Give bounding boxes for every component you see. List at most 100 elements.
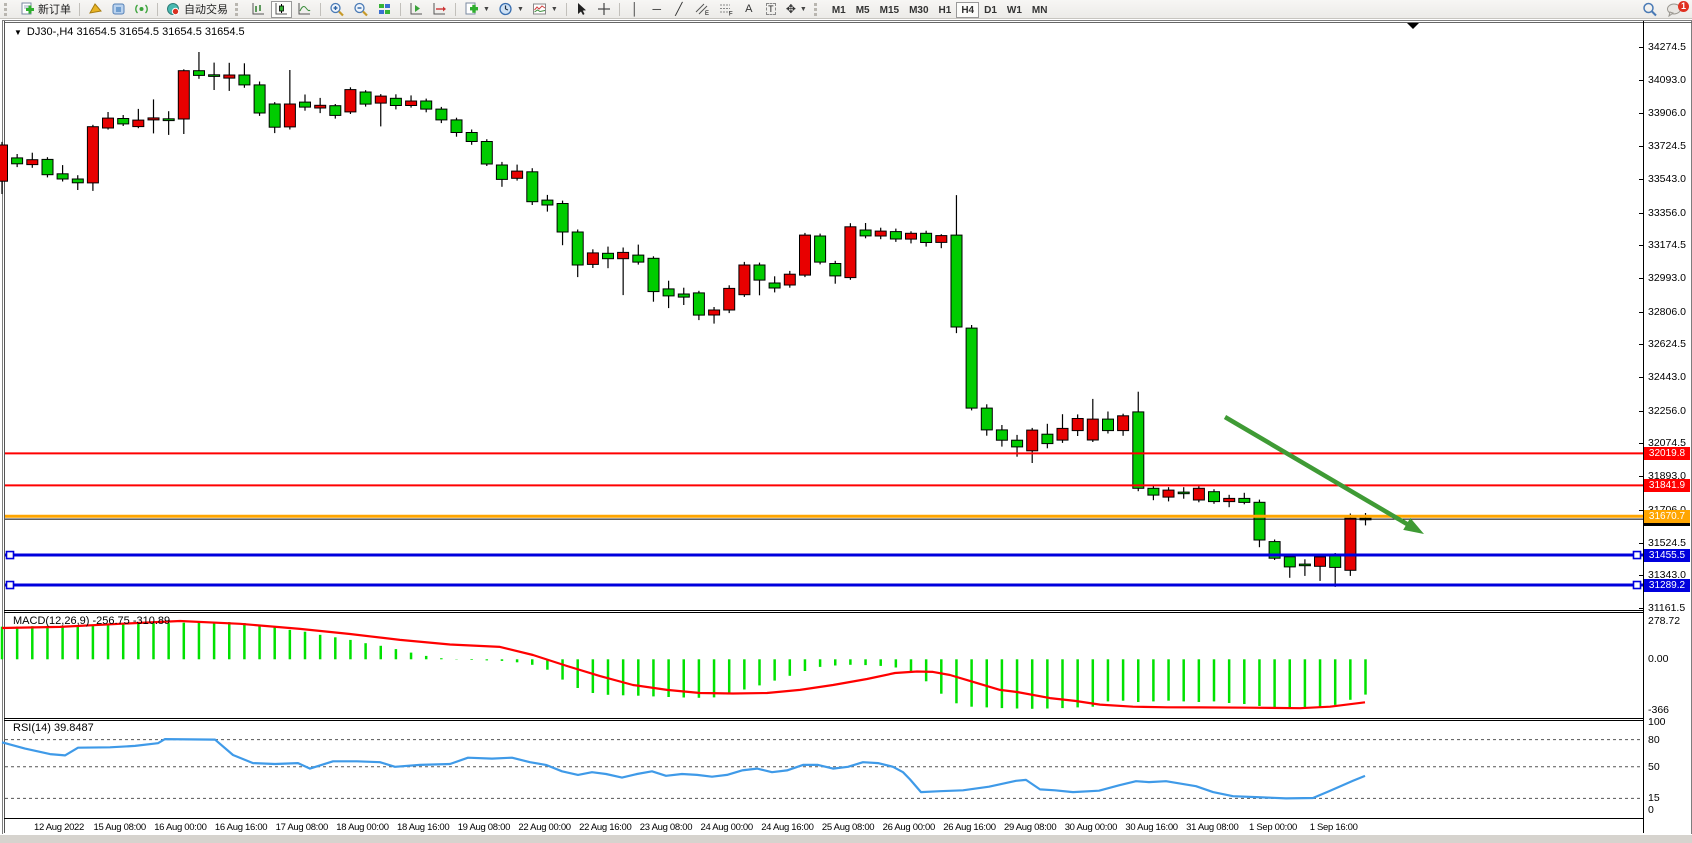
candle-bearish: [965, 327, 978, 409]
new-order-button[interactable]: 新订单: [17, 1, 74, 18]
price-axis-border: [1643, 21, 1644, 833]
crosshair-icon: [597, 3, 610, 15]
pane-separator[interactable]: [4, 718, 1643, 719]
trendline-button[interactable]: ╱: [669, 1, 689, 18]
auto-trading-button[interactable]: 自动交易: [163, 1, 231, 18]
search-button[interactable]: [1639, 1, 1661, 18]
signals-button[interactable]: [131, 1, 152, 18]
candle-bearish: [662, 288, 675, 297]
tile-windows-button[interactable]: [374, 1, 395, 18]
horizontal-line-button[interactable]: ─: [647, 1, 667, 18]
timeframe-d1-button[interactable]: D1: [979, 2, 1002, 18]
cursor-icon: [578, 3, 587, 15]
candle-bearish: [41, 158, 54, 176]
line-chart-button[interactable]: [294, 1, 315, 18]
text-label-icon: T: [766, 3, 776, 15]
templates-button[interactable]: ▼: [529, 1, 561, 18]
text-label-button[interactable]: T: [761, 1, 781, 18]
candlestick-chart-button[interactable]: [271, 0, 292, 18]
timeframe-mn-button[interactable]: MN: [1027, 2, 1053, 18]
candle-bullish: [1314, 556, 1326, 567]
bar-chart-button[interactable]: [248, 1, 269, 18]
candle-bearish: [1102, 418, 1114, 432]
equidistant-channel-icon: E: [695, 3, 709, 16]
candle-bearish: [480, 141, 493, 165]
search-icon: [1643, 2, 1657, 16]
timeframe-m30-button[interactable]: M30: [904, 2, 933, 18]
separator: [79, 2, 80, 16]
candle-bullish: [344, 89, 357, 113]
candlestick-chart-icon: [275, 3, 287, 15]
pane-separator[interactable]: [4, 610, 1643, 611]
zoom-out-button[interactable]: [350, 1, 372, 18]
candle-bearish: [71, 178, 84, 184]
line-selection-handle[interactable]: [5, 550, 15, 560]
candle-bearish: [162, 118, 175, 122]
candle-bearish: [56, 173, 69, 180]
data-window-button[interactable]: [108, 1, 129, 18]
chart-shift-marker[interactable]: [1407, 23, 1419, 29]
candle-bullish: [1117, 415, 1130, 432]
timeframe-m1-button[interactable]: M1: [827, 2, 851, 18]
candle-bullish: [0, 144, 8, 182]
toolbar-grip[interactable]: [813, 2, 822, 16]
candle-bearish: [647, 257, 660, 293]
new-order-label: 新订单: [38, 4, 71, 16]
auto-scroll-button[interactable]: [406, 1, 427, 18]
cursor-button[interactable]: [572, 1, 592, 18]
chart-shift-button[interactable]: [429, 1, 450, 18]
collapse-triangle-icon[interactable]: ▼: [14, 28, 22, 37]
rsi-line: [1, 737, 1366, 800]
fibonacci-button[interactable]: F: [715, 1, 737, 18]
candle-bearish: [465, 132, 478, 142]
candle-bearish: [1132, 411, 1145, 489]
timeframe-m5-button[interactable]: M5: [851, 2, 875, 18]
candle-bullish: [1344, 517, 1357, 571]
price-pane[interactable]: [0, 22, 1692, 610]
timeframe-h1-button[interactable]: H1: [934, 2, 957, 18]
chevron-down-icon: ▼: [799, 5, 807, 13]
trend-arrow-head[interactable]: [1403, 517, 1424, 534]
chart-window-border: [4, 21, 5, 833]
arrows-button[interactable]: ✥ ▼: [783, 1, 810, 18]
candle-bearish: [253, 84, 266, 114]
chart-window-border: [4, 22, 1692, 23]
separator: [157, 2, 158, 16]
timeframe-m15-button[interactable]: M15: [875, 2, 904, 18]
line-selection-handle[interactable]: [1632, 580, 1642, 590]
vertical-line-button[interactable]: │: [625, 1, 645, 18]
candle-bullish: [1056, 427, 1069, 441]
separator: [400, 2, 401, 16]
trend-arrow-line[interactable]: [1223, 415, 1412, 528]
clock-icon: [499, 2, 512, 16]
pane-separator: [4, 818, 1643, 819]
toolbar: 新订单 自动交易 ▼: [0, 0, 1692, 19]
crosshair-button[interactable]: [594, 1, 614, 18]
equidistant-channel-button[interactable]: E: [691, 1, 713, 18]
text-icon: A: [745, 3, 753, 15]
toolbar-grip[interactable]: [4, 2, 12, 16]
candle-bullish: [177, 70, 190, 120]
timeframe-h4-button[interactable]: H4: [956, 2, 980, 19]
zoom-in-button[interactable]: [326, 1, 348, 18]
chevron-down-icon: ▼: [516, 5, 524, 13]
toolbar-grip[interactable]: [235, 2, 243, 16]
candle-bearish: [1011, 439, 1024, 448]
market-button[interactable]: [85, 1, 106, 18]
candle-bearish: [193, 70, 205, 76]
periods-button[interactable]: ▼: [495, 1, 527, 18]
indicators-button[interactable]: ▼: [461, 1, 493, 18]
chevron-down-icon: ▼: [550, 5, 558, 13]
candle-bearish: [829, 263, 842, 277]
candle-bearish: [556, 203, 569, 233]
text-button[interactable]: A: [739, 1, 759, 18]
chat-button[interactable]: 1: [1663, 0, 1689, 18]
macd-signal-line: [1, 619, 1366, 710]
line-selection-handle[interactable]: [1632, 550, 1642, 560]
candle-bearish: [1041, 433, 1054, 445]
timeframe-w1-button[interactable]: W1: [1002, 2, 1027, 18]
line-selection-handle[interactable]: [5, 580, 15, 590]
candle-bearish: [541, 199, 554, 206]
candle-bearish: [692, 292, 705, 316]
candle-bearish: [208, 74, 221, 77]
